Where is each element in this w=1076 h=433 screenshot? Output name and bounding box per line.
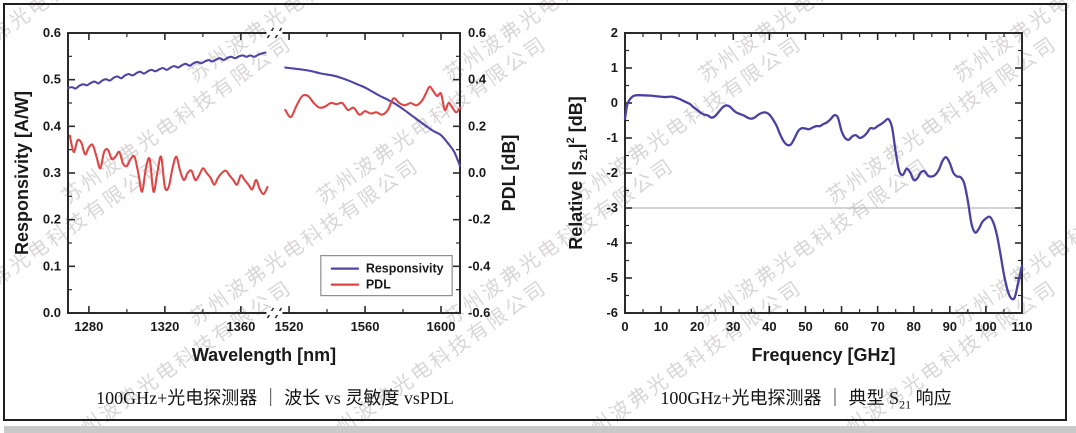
x-tick-label: 1560 <box>351 319 380 334</box>
legend-label-responsivity: Responsivity <box>366 262 444 276</box>
right-caption-subscript: 21 <box>899 397 912 412</box>
y-left-tick-label: 0.4 <box>43 118 62 133</box>
y-axis-label: Relative |s21|2 [dB] <box>565 96 590 250</box>
y-right-tick-label: -0.6 <box>468 305 490 320</box>
s21-response-chart: 0 10 20 30 40 50 60 70 80 90 100 110 2 1 0 -1 -2 -3 -4 -5 -6… <box>546 0 1066 378</box>
axis-ticks <box>624 32 1023 314</box>
x-tick-label: 110 <box>1012 319 1033 334</box>
x-tick-label: 50 <box>798 319 812 334</box>
y-left-tick-label: 0.5 <box>43 72 61 87</box>
x-tick-label: 70 <box>870 319 884 334</box>
right-chart-caption: 100GHz+光电探测器 ｜ 典型 S21 响应 <box>546 384 1066 413</box>
y-tick-label: -3 <box>606 200 618 215</box>
y-tick-label: -4 <box>606 235 618 250</box>
left-chart-caption: 100GHz+光电探测器 ｜ 波长 vs 灵敏度 vsPDL <box>96 388 454 408</box>
responsivity-line <box>284 66 462 168</box>
y-right-tick-label: 0.6 <box>468 25 486 40</box>
x-tick-label: 20 <box>690 319 704 334</box>
x-tick-label: 1520 <box>275 319 304 334</box>
y-left-tick-label: 0.2 <box>43 212 61 227</box>
y-tick-label: -1 <box>606 130 618 145</box>
y-left-tick-label: 0.6 <box>43 25 61 40</box>
axis-break-gap <box>266 311 283 315</box>
x-tick-label: 1600 <box>427 319 456 334</box>
responsivity-pdl-chart-svg: 1280 1320 1360 1520 1560 1600 0.0 0.1 0.2 0.3 0.4 0… <box>12 25 519 365</box>
responsivity-pdl-chart: 1280 1320 1360 1520 1560 1600 0.0 0.1 0.2 0.3 0.4 0… <box>10 0 540 378</box>
x-tick-label: 1360 <box>226 319 255 334</box>
x-tick-label: 0 <box>621 319 628 334</box>
axis-break-gap <box>266 31 283 35</box>
y-tick-label: -6 <box>606 305 618 320</box>
x-tick-label: 100 <box>975 319 997 334</box>
y-right-tick-label: -0.4 <box>468 258 491 273</box>
x-tick-label: 90 <box>943 319 957 334</box>
y-left-tick-label: 0.0 <box>43 305 61 320</box>
y-tick-label: 0 <box>611 95 618 110</box>
plot-box <box>624 32 1023 314</box>
y-tick-label: 1 <box>611 60 618 75</box>
legend-label-pdl: PDL <box>366 278 391 292</box>
right-caption-text: 100GHz+光电探测器 ｜ 典型 S <box>660 388 900 408</box>
y-left-tick-label: 0.3 <box>43 165 61 180</box>
s21-response-chart-svg: 0 10 20 30 40 50 60 70 80 90 100 110210-1-2-3-4-5-6… <box>565 25 1033 365</box>
x-tick-label: 40 <box>762 319 776 334</box>
s21-line <box>623 94 1024 301</box>
y-right-tick-label: -0.2 <box>468 212 490 227</box>
y-right-tick-label: 0.0 <box>468 165 486 180</box>
legend: Responsivity PDL <box>320 255 453 297</box>
right-caption-text-tail: 响应 <box>911 388 952 408</box>
page-bottom-edge <box>4 426 1076 433</box>
x-tick-label: 10 <box>654 319 668 334</box>
x-tick-label: 80 <box>906 319 920 334</box>
right-y-axis-label: PDL [dB] <box>499 135 519 212</box>
responsivity-line <box>66 51 267 90</box>
y-tick-label: -2 <box>606 165 618 180</box>
x-tick-label: 30 <box>726 319 740 334</box>
x-tick-label: 1280 <box>74 319 103 334</box>
y-tick-label: -5 <box>606 270 618 285</box>
y-right-tick-label: 0.4 <box>468 72 487 87</box>
axis-ticks <box>68 27 460 319</box>
pdl-line <box>68 134 269 196</box>
x-axis-label: Frequency [GHz] <box>751 345 895 365</box>
pdl-line <box>284 85 462 119</box>
x-tick-label: 1320 <box>150 319 179 334</box>
y-axis-label: Responsivity [A/W] <box>12 91 32 255</box>
y-right-tick-label: 0.2 <box>468 118 486 133</box>
y-left-tick-label: 0.1 <box>43 258 61 273</box>
y-tick-label: 2 <box>611 25 618 40</box>
x-tick-label: 60 <box>834 319 848 334</box>
x-axis-label: Wavelength [nm] <box>192 345 336 365</box>
